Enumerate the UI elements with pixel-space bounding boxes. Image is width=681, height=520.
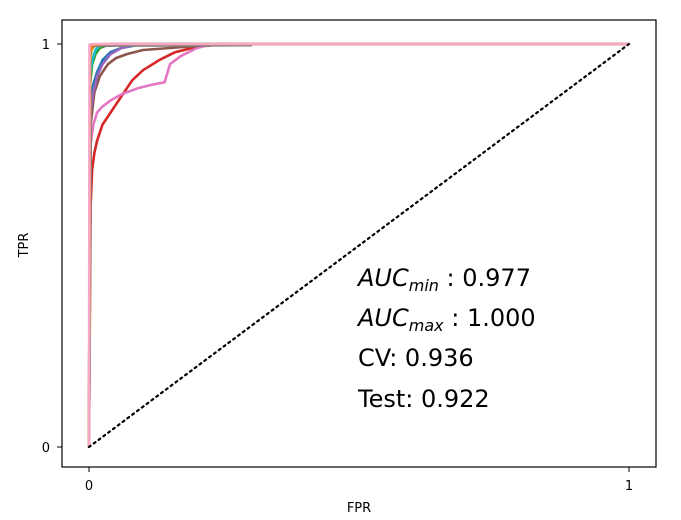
test-annotation: Test: 0.922 [357, 385, 490, 413]
auc-min-value: : 0.977 [439, 264, 531, 292]
roc-curve-11 [87, 42, 629, 448]
plot-frame [61, 19, 657, 468]
auc-max-symbol: AUC [356, 304, 409, 332]
chance-diagonal [87, 42, 631, 449]
roc-curve-2 [87, 42, 629, 448]
x-axis-label: FPR [347, 501, 371, 516]
x-tick-label-0: 0 [85, 479, 93, 494]
y-axis-label: TPR [17, 233, 32, 259]
y-tick-label-1: 1 [42, 38, 50, 53]
auc-max-annotation: AUCmax : 1.000 [356, 304, 536, 335]
auc-max-value: : 1.000 [444, 304, 536, 332]
cv-annotation: CV: 0.936 [358, 344, 474, 372]
auc-min-annotation: AUCmin : 0.977 [356, 264, 531, 295]
roc-curves [87, 42, 629, 448]
auc-min-symbol: AUC [356, 264, 409, 292]
auc-max-subscript: max [409, 316, 444, 335]
x-tick-label-1: 1 [625, 479, 633, 494]
roc-curve-1 [87, 42, 629, 448]
auc-min-subscript: min [409, 276, 439, 295]
y-tick-label-0: 0 [42, 441, 50, 456]
